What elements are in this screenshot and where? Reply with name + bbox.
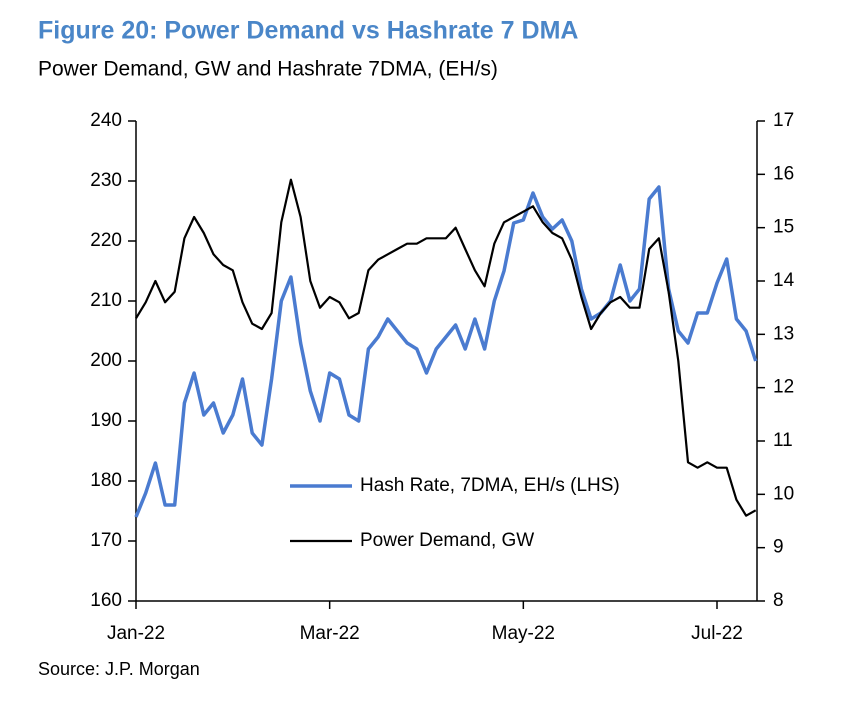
y-tick-label: 190 [90,410,122,431]
series-line [135,178,757,517]
y2-tick-label: 12 [773,377,794,398]
legend-label: Power Demand, GW [360,530,534,551]
x-tick-label: May-22 [492,623,555,644]
x-tick-label: Jan-22 [107,623,165,644]
y2-tick-label: 17 [773,110,794,131]
y2-tick-label: 11 [773,430,793,451]
y-tick-label: 210 [90,290,122,311]
y-tick-label: 230 [90,170,122,191]
y2-tick-label: 9 [773,537,784,558]
y-tick-label: 220 [90,230,122,251]
y-tick-label: 170 [90,530,122,551]
chart-title: Figure 20: Power Demand vs Hashrate 7 DM… [38,17,578,45]
y2-tick-label: 16 [773,163,794,184]
y2-tick-label: 13 [773,323,794,344]
series-line [134,185,758,518]
y2-tick-label: 14 [773,270,795,291]
y-tick-label: 180 [90,470,122,491]
chart-subtitle: Power Demand, GW and Hashrate 7DMA, (EH/… [38,58,498,81]
y-tick-label: 200 [90,350,122,371]
x-tick-label: Mar-22 [300,623,360,644]
x-tick-label: Jul-22 [691,623,743,644]
y-tick-label: 240 [90,110,122,131]
y2-tick-label: 10 [773,483,794,504]
y-tick-label: 160 [90,590,122,611]
source: Source: J.P. Morgan [38,659,200,679]
y2-tick-label: 8 [773,590,784,611]
y2-tick-label: 15 [773,217,794,238]
legend-label: Hash Rate, 7DMA, EH/s (LHS) [360,475,620,496]
